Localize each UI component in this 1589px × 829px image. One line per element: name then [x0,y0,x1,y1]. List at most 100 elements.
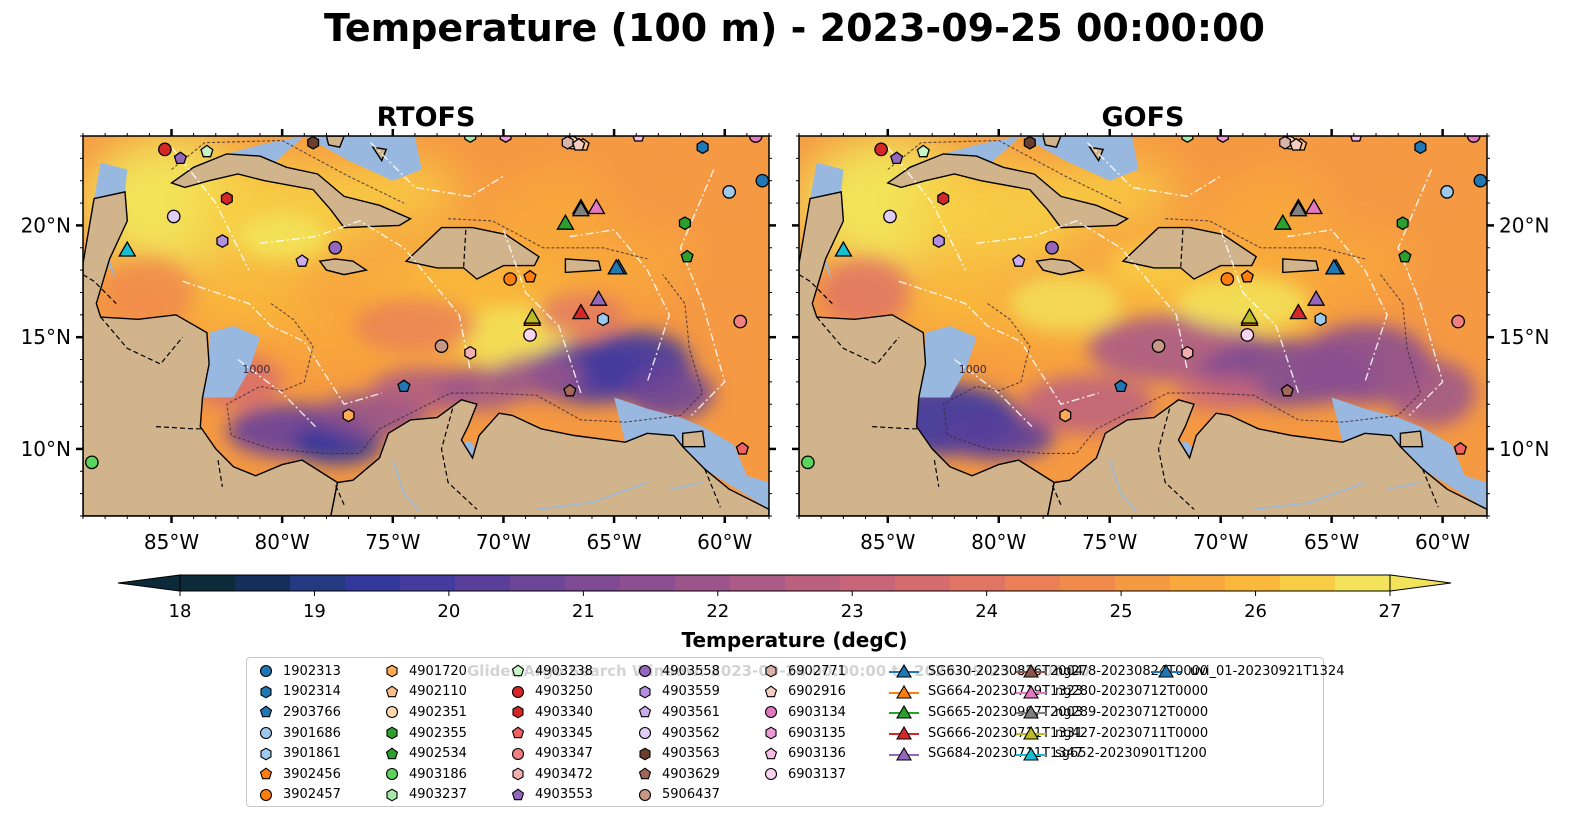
legend-watermark: Glider/Argo Search Window: 2023-09-24 00… [467,662,1090,680]
obs-marker-6903135 [1216,136,1229,143]
obs-marker-4903345 [735,441,750,455]
glider-marker-ng289-20230712T0000 [1289,200,1308,217]
obs-marker-3901686 [1440,185,1454,199]
legend-item: 6903136 [762,743,846,764]
country-border [933,460,940,487]
legend-item-label: 4903472 [535,766,593,782]
shallow-shelf [810,162,844,199]
colorbar-tick-label: 22 [706,601,729,622]
legend-item: SG665-20230907T2003 [888,702,1083,723]
shallow-shelf [918,326,977,398]
glider-marker-SG666-20230711T1331 [1289,303,1308,320]
glider-marker-SG684-20230711T1347 [1306,289,1326,306]
legend-swatch-pentagon [259,706,273,718]
legend-swatch-pentagon [259,767,273,780]
legend-swatch-hexagon [386,726,398,740]
eez-boundary [259,220,471,371]
legend-item: SG664-20230719T1323 [888,682,1083,703]
legend-swatch-hexagon [639,747,651,761]
legend-item: ng427-20230711T0000 [1015,723,1208,744]
legend-item-label: 6903137 [788,766,846,782]
obs-marker-4903347 [733,314,748,329]
eez-boundary [237,358,316,428]
obs-marker-4902355 [1396,216,1409,231]
country-border [1051,484,1062,506]
legend-swatch-hexagon [765,726,777,740]
obs-marker-4903561 [295,254,309,267]
legend-item-label: 4903629 [662,766,720,782]
obs-marker-4903562 [166,209,181,224]
legend-item: 4902355 [383,723,467,744]
isobath-label: 1000 [959,363,987,376]
country-border [1180,229,1184,268]
obs-marker-3902457 [503,272,517,286]
colorbar-segment [235,575,291,591]
colorbar-segment [730,575,786,591]
obs-marker-4903347 [1451,314,1465,329]
obs-marker-4903186 [801,455,815,470]
land [799,191,1055,516]
obs-marker-4903340 [220,191,233,206]
legend-item: 4903347 [509,743,593,764]
country-border [155,426,203,430]
eez-boundary [170,146,250,271]
legend-item: 6902771 [762,661,846,682]
country-border [217,460,223,487]
glider-marker-ng289-20230712T0000 [571,200,591,217]
legend-item: 4903238 [509,661,593,682]
legend-swatch-pentagon [511,664,525,677]
legend-swatch-pentagon [385,685,399,698]
obs-marker-5906437 [1151,339,1166,353]
legend-item: 3901686 [257,723,341,744]
legend-item-label: 4903237 [409,787,467,803]
colorbar-segment [1005,575,1061,591]
legend-item: 4901720 [383,661,467,682]
legend-swatch-hexagon [765,664,777,678]
legend-column: 4903558 4903559 4903561 4903562 4903563 49036… [636,661,720,805]
obs-marker-6903137 [1240,328,1255,342]
isobath-1000m [1165,218,1366,260]
legend-swatch-triangle-line [889,725,919,740]
x-tick-label: 70°W [476,530,531,554]
colorbar-segment [895,575,951,591]
legend-column: ng278-20230824T0000 ng280-20230712T0000 ng… [1015,661,1208,764]
legend-item-label: 4903250 [535,684,593,700]
isobath-1000m [171,139,405,204]
legend-swatch-triangle-line [1016,705,1046,720]
legend-item: 4903340 [509,702,593,723]
legend-item: 6902916 [762,682,846,703]
legend-swatch-circle [638,727,652,740]
legend-item-label: 4903186 [409,766,467,782]
country-border [83,274,117,305]
obs-marker-4903563 [1023,136,1036,150]
isobath-1000m [226,274,704,454]
legend-swatch-circle [511,685,525,698]
legend-item-label: SG684-20230711T1347 [928,746,1084,762]
colorbar-tick-label: 27 [1379,601,1402,622]
obs-marker-1902314 [696,140,709,155]
legend-item-label: sg652-20230901T1200 [1055,746,1207,762]
land [1046,399,1487,516]
glider-marker-ng427-20230711T0000 [523,307,542,324]
shallow-shelf [1331,397,1487,510]
land [169,153,413,229]
obs-marker-4903629 [1280,383,1294,397]
legend-item: 4903237 [383,785,467,806]
colorbar: 18 19 20 21 22 23 24 25 26 27 [117,574,1452,622]
obs-marker-3901861 [1314,312,1327,327]
legend-swatch-circle [385,706,399,719]
x-tick-label: 75°W [1082,530,1137,554]
land [564,258,602,274]
country-border [799,274,833,305]
glider-marker-sg652-20230901T1200 [834,240,853,257]
glider-marker-SG665-20230907T2003 [1273,213,1292,230]
legend-swatch-pentagon [511,788,525,801]
legend-item-label: 4903553 [535,787,593,803]
colorbar-extend-max [1389,574,1452,592]
obs-marker-5906437 [434,339,449,353]
river [669,481,703,490]
colorbar-label: Temperature (degC) [681,628,908,652]
obs-marker-4903345 [1453,441,1468,455]
legend-item: 4903559 [636,682,720,703]
obs-marker-4903340 [937,191,950,206]
